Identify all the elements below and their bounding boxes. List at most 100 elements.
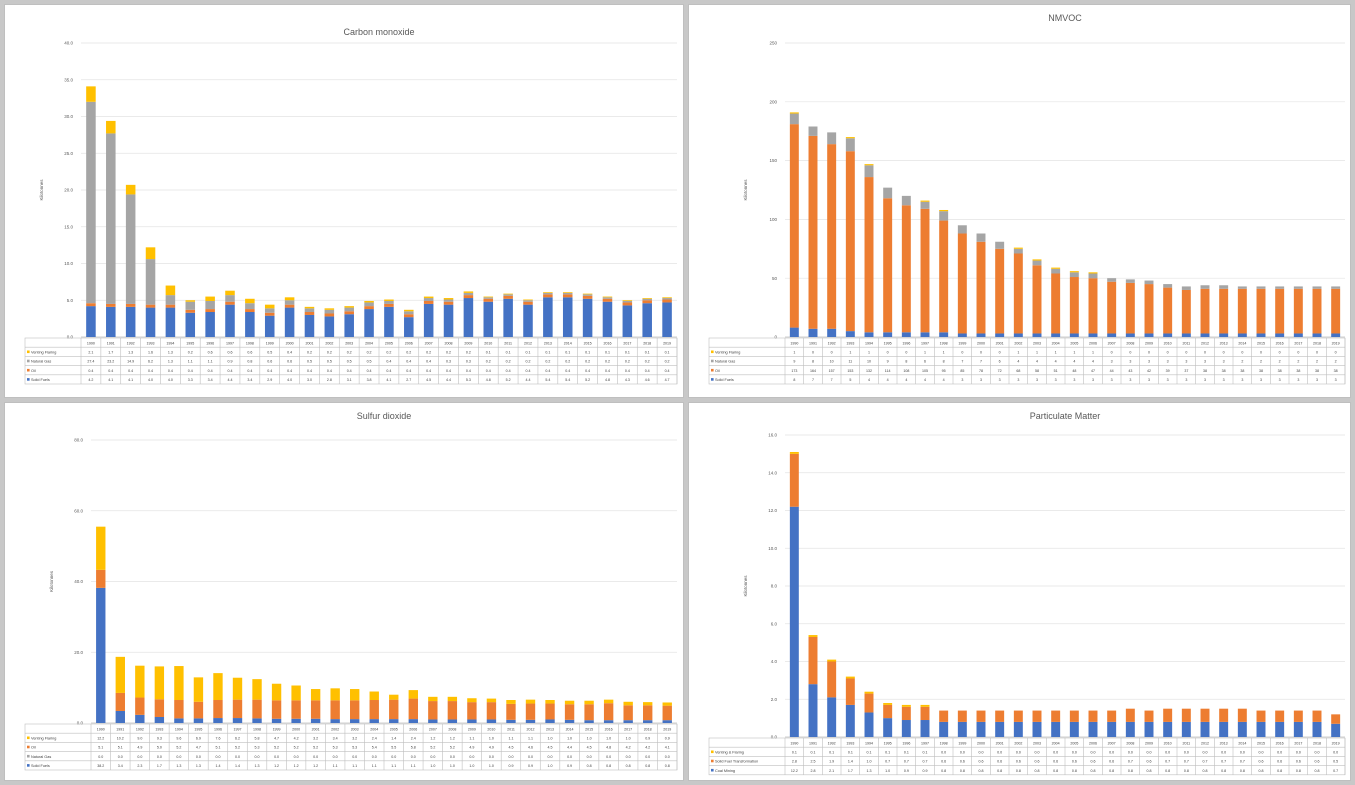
data-label: 0.6: [997, 760, 1002, 764]
data-label: 0.5: [327, 360, 332, 364]
data-label: 0.2: [605, 360, 610, 364]
x-tick-label: 1991: [809, 741, 817, 745]
bar-segment: [324, 316, 335, 337]
bar-segment: [827, 697, 837, 737]
data-label: 4.7: [665, 378, 670, 382]
data-label: 0.0: [1203, 750, 1208, 754]
x-tick-label: 2010: [1164, 741, 1172, 745]
legend-entry: Oil: [31, 746, 36, 750]
data-label: 1.1: [411, 764, 416, 768]
bar-segment: [602, 298, 613, 302]
data-label: 0.0: [294, 755, 299, 759]
bar-segment: [808, 635, 818, 637]
x-tick-label: 2003: [345, 341, 353, 345]
data-label: 1.1: [508, 736, 513, 740]
bar-segment: [883, 704, 893, 719]
data-label: 0.8: [1184, 769, 1189, 773]
data-label: 5.3: [255, 746, 260, 750]
bar-segment: [920, 201, 930, 209]
data-label: 0.0: [176, 755, 181, 759]
bar-segment: [304, 314, 315, 337]
data-label: 0.7: [1165, 760, 1170, 764]
data-label: 0.4: [426, 360, 431, 364]
x-tick-label: 2000: [292, 727, 300, 731]
data-label: 0.3: [466, 360, 471, 364]
bar-segment: [845, 704, 855, 737]
data-label: 4.5: [426, 378, 431, 382]
bar-segment: [864, 332, 874, 337]
data-label: 5.4: [545, 378, 550, 382]
bar-segment: [662, 705, 672, 721]
data-label: 3: [980, 378, 982, 382]
bar-segment: [463, 292, 474, 296]
legend-swatch: [27, 764, 30, 767]
bar-segment: [939, 710, 949, 722]
bar-segment: [506, 700, 516, 704]
bar-segment: [1088, 721, 1098, 737]
data-label: 7: [980, 360, 982, 364]
x-tick-label: 2006: [409, 727, 417, 731]
x-tick-label: 1999: [958, 341, 966, 345]
data-label: 1.7: [157, 764, 162, 768]
bar-segment: [901, 704, 911, 707]
bar-segment: [623, 705, 633, 721]
x-tick-label: 1997: [234, 727, 242, 731]
bar-segment: [1107, 278, 1117, 282]
x-tick-label: 2007: [1108, 341, 1116, 345]
data-label: 4.1: [108, 378, 113, 382]
data-label: 0.2: [585, 360, 590, 364]
bar-segment: [864, 177, 874, 333]
bar-segment: [808, 636, 818, 685]
data-label: 3: [1279, 378, 1281, 382]
data-label: 0.8: [960, 769, 965, 773]
data-label: 0.7: [1333, 769, 1338, 773]
data-label: 1.4: [848, 760, 853, 764]
bar-segment: [1013, 247, 1023, 249]
bar-segment: [284, 297, 295, 301]
bar-segment: [827, 144, 837, 329]
data-label: 1.0: [430, 764, 435, 768]
x-tick-label: 2010: [484, 341, 492, 345]
data-label: 1.0: [548, 764, 553, 768]
bar-segment: [1125, 282, 1135, 334]
data-label: 0.8: [1147, 769, 1152, 773]
data-label: 4: [1073, 360, 1075, 364]
bar-segment: [662, 299, 672, 303]
bar-segment: [463, 295, 474, 299]
bar-segment: [1200, 288, 1210, 334]
y-axis-label: Kilotonnes: [39, 179, 44, 201]
data-label: 9: [887, 360, 889, 364]
bar-segment: [245, 309, 255, 313]
data-label: 0: [1204, 350, 1206, 354]
bar-segment: [827, 659, 837, 662]
data-label: 0.0: [1221, 750, 1226, 754]
bar-segment: [225, 290, 235, 296]
bar-segment: [506, 703, 516, 720]
data-label: 9: [793, 360, 795, 364]
bar-segment: [350, 719, 360, 723]
data-label: 0.0: [1147, 750, 1152, 754]
data-label: 0: [905, 350, 907, 354]
data-label: 0: [1297, 350, 1299, 354]
legend-swatch: [711, 378, 714, 381]
x-tick-label: 2013: [546, 727, 554, 731]
bar-segment: [864, 691, 874, 694]
bar-segment: [310, 700, 321, 719]
data-label: 5.2: [235, 746, 240, 750]
data-label: 0.7: [1128, 760, 1133, 764]
data-label: 0: [1316, 350, 1318, 354]
data-label: 0.0: [372, 755, 377, 759]
x-tick-label: 2015: [584, 341, 592, 345]
x-tick-label: 2008: [445, 341, 453, 345]
data-label: 4.8: [486, 378, 491, 382]
data-label: 0.6: [228, 350, 233, 354]
bar-segment: [324, 308, 335, 310]
data-label: 0.2: [486, 360, 491, 364]
bar-segment: [957, 710, 967, 722]
data-label: 0.1: [526, 350, 531, 354]
data-label: 0.4: [386, 360, 391, 364]
data-label: 0.6: [267, 360, 272, 364]
bar-segment: [125, 306, 136, 337]
x-tick-label: 1998: [246, 341, 254, 345]
bar-segment: [1181, 333, 1191, 337]
